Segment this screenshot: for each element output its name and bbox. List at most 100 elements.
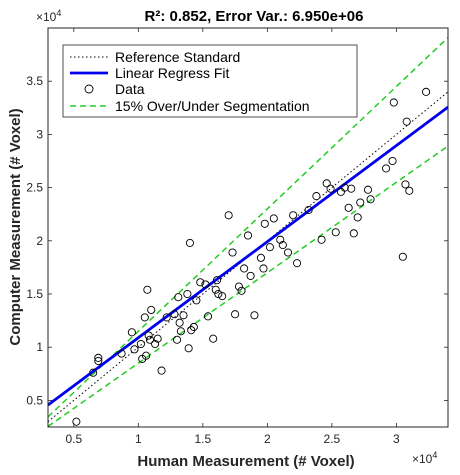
data-point-48 xyxy=(250,311,259,320)
data-point-76 xyxy=(389,98,398,107)
data-point-27 xyxy=(184,344,193,353)
y-tick-label: 1.5 xyxy=(26,287,43,301)
y-tick-label: 3 xyxy=(36,127,43,141)
x-axis-exponent: ×104 xyxy=(412,450,437,466)
data-point-59 xyxy=(304,205,313,214)
data-point-23 xyxy=(175,318,184,327)
data-point-41 xyxy=(228,248,237,257)
data-point-28 xyxy=(185,238,194,247)
data-point-14 xyxy=(145,335,154,344)
legend-label-reference: Reference Standard xyxy=(115,49,240,65)
data-point-1 xyxy=(72,417,81,426)
data-point-2 xyxy=(89,368,98,377)
data-point-10 xyxy=(140,313,149,322)
data-point-35 xyxy=(209,334,218,343)
data-point-4 xyxy=(94,353,103,362)
data-point-60 xyxy=(312,192,321,201)
legend-item-reference-standard: Reference Standard xyxy=(70,49,240,65)
linear-regression-fit-line xyxy=(48,106,448,407)
data-point-62 xyxy=(322,179,331,188)
y-tick-label: 1 xyxy=(36,340,43,354)
reference-standard-line xyxy=(48,91,448,423)
data-point-47 xyxy=(246,271,255,280)
data-point-18 xyxy=(157,366,166,375)
legend-item-data: Data xyxy=(84,81,145,97)
data-point-38 xyxy=(214,289,223,299)
x-tick-label: 2.5 xyxy=(324,432,341,446)
x-tick-label: 3 xyxy=(393,432,400,446)
data-points xyxy=(72,87,431,426)
legend-label-data: Data xyxy=(115,81,145,97)
data-point-64 xyxy=(331,228,340,237)
data-point-13 xyxy=(144,331,153,340)
data-point-61 xyxy=(317,235,326,244)
data-point-31 xyxy=(192,296,201,305)
data-point-58 xyxy=(292,259,302,268)
legend-swatch-data xyxy=(84,84,94,94)
data-point-8 xyxy=(136,339,145,349)
data-point-66 xyxy=(340,183,349,192)
data-point-22 xyxy=(174,293,183,302)
legend-box xyxy=(62,44,358,118)
data-point-30 xyxy=(189,322,198,332)
data-point-17 xyxy=(153,334,162,343)
data-point-79 xyxy=(402,117,411,126)
data-point-55 xyxy=(278,241,287,250)
data-point-36 xyxy=(211,285,220,294)
data-point-74 xyxy=(382,164,391,173)
data-point-44 xyxy=(237,286,246,295)
data-point-16 xyxy=(151,339,160,349)
data-point-33 xyxy=(201,280,210,289)
data-point-49 xyxy=(256,253,265,262)
data-point-69 xyxy=(349,229,358,238)
legend-item-linear-fit: Linear Regress Fit xyxy=(70,65,229,81)
data-point-54 xyxy=(276,235,285,244)
data-point-77 xyxy=(398,252,407,261)
x-tick-label: 2 xyxy=(264,432,271,446)
legend: Reference Standard Linear Regress Fit Da… xyxy=(62,44,358,118)
data-point-50 xyxy=(259,264,268,273)
legend-label-bounds: 15% Over/Under Segmentation xyxy=(115,98,310,114)
data-point-19 xyxy=(162,313,171,322)
data-point-12 xyxy=(143,285,152,294)
lower-segmentation-bound-line xyxy=(48,145,448,427)
data-point-81 xyxy=(422,87,431,96)
data-point-37 xyxy=(212,276,222,285)
data-point-78 xyxy=(401,180,410,189)
data-point-43 xyxy=(234,282,244,291)
data-point-6 xyxy=(127,328,136,337)
data-point-25 xyxy=(179,311,188,320)
plot-frame xyxy=(47,27,449,428)
data-point-34 xyxy=(203,312,213,321)
x-tick-label: 1.5 xyxy=(194,432,211,446)
y-tick-label: 2 xyxy=(36,234,43,248)
data-point-72 xyxy=(363,185,373,194)
y-tick-label: 3.5 xyxy=(26,74,43,88)
data-point-3 xyxy=(94,356,103,366)
data-point-5 xyxy=(117,349,126,358)
y-tick-label: 2.5 xyxy=(26,181,43,195)
legend-item-segmentation-bounds: 15% Over/Under Segmentation xyxy=(70,98,310,114)
y-axis-exponent: ×104 xyxy=(36,8,61,24)
data-point-71 xyxy=(356,198,365,207)
data-point-68 xyxy=(347,184,356,193)
y-axis-label: Computer Measurement (# Voxel) xyxy=(7,108,24,345)
data-point-21 xyxy=(172,335,182,344)
x-tick-label: 0.5 xyxy=(65,432,82,446)
legend-label-fit: Linear Regress Fit xyxy=(115,65,229,81)
data-point-63 xyxy=(326,184,335,193)
x-axis-label: Human Measurement (# Voxel) xyxy=(137,453,354,470)
data-point-24 xyxy=(176,327,185,336)
data-point-67 xyxy=(344,203,353,212)
data-point-73 xyxy=(366,195,375,204)
data-point-75 xyxy=(388,156,397,166)
axes: 0.5 1 1.5 2 2.5 3 0.5 1 1.5 2 2.5 3 3.5 xyxy=(26,28,448,446)
data-point-45 xyxy=(240,264,249,273)
data-point-70 xyxy=(353,213,362,222)
data-point-15 xyxy=(147,305,156,315)
data-point-52 xyxy=(265,243,274,252)
data-point-46 xyxy=(243,231,253,240)
data-point-57 xyxy=(289,211,298,220)
data-point-32 xyxy=(196,278,205,287)
